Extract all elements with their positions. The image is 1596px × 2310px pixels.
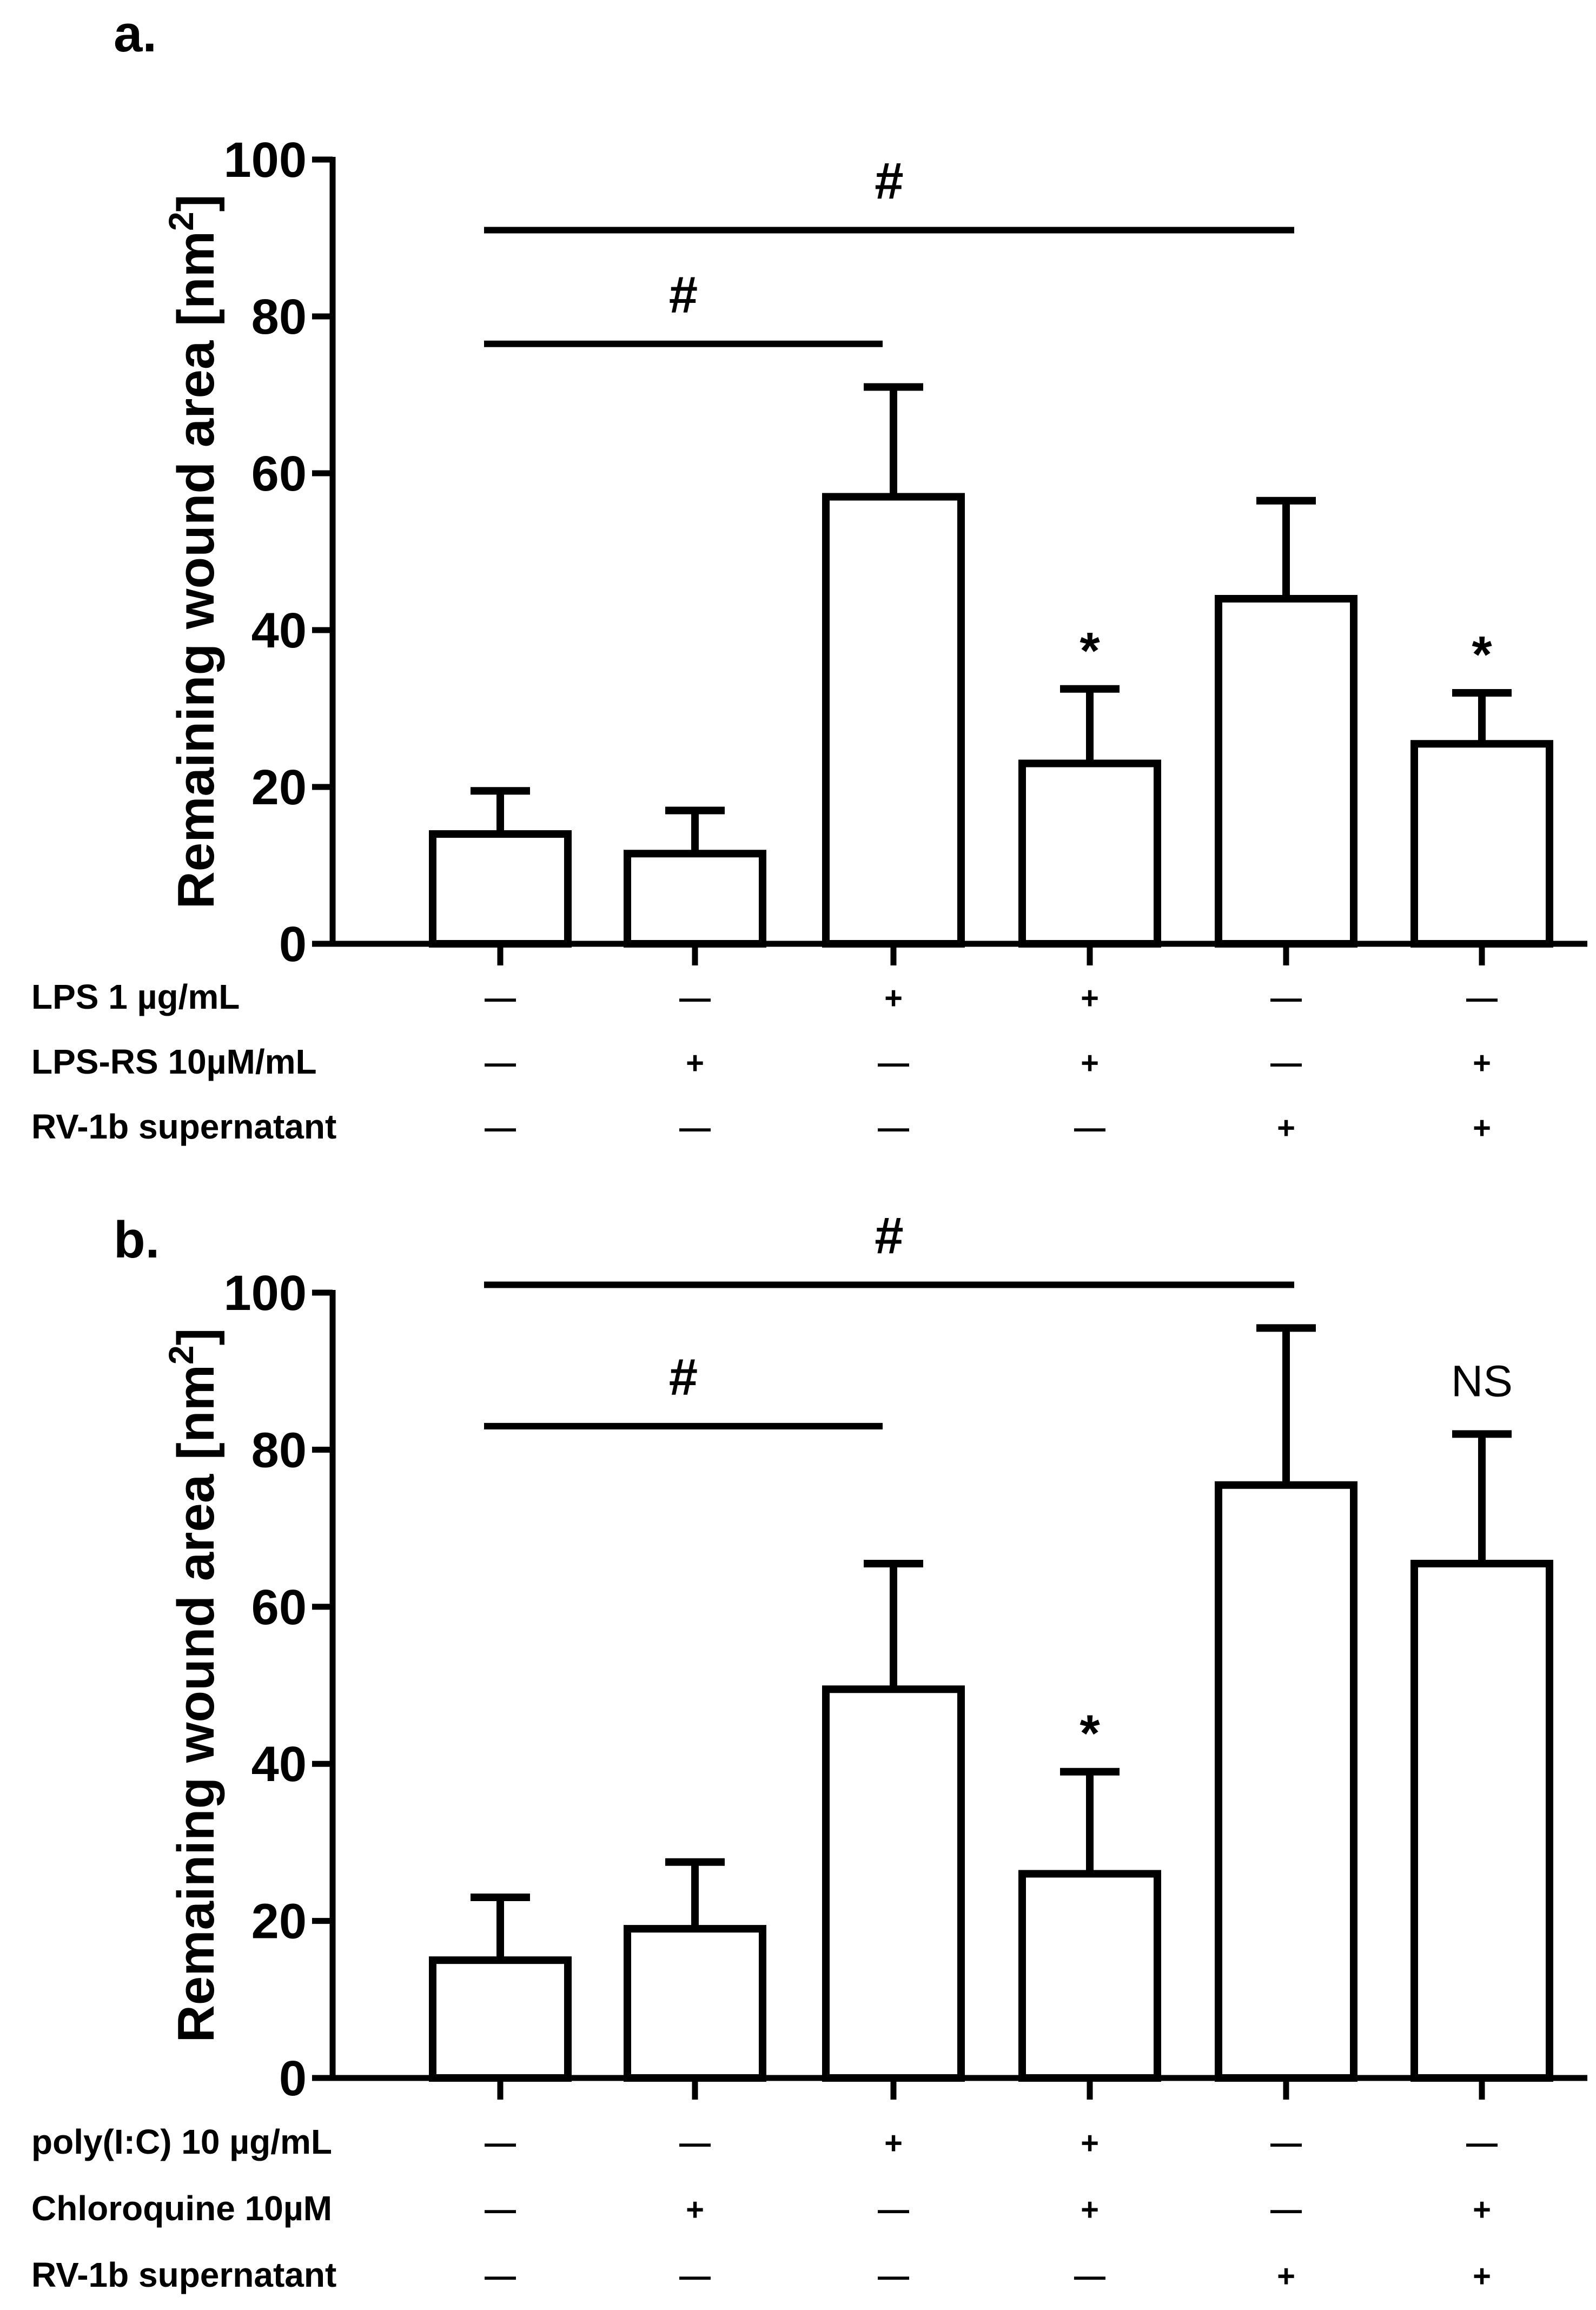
condition-2-bar-3: — <box>878 1045 909 1081</box>
condition-2-bar-4: + <box>1081 2192 1099 2227</box>
condition-2-bar-5: — <box>1270 2192 1302 2227</box>
condition-3-bar-2: — <box>679 1110 711 1146</box>
bar-4 <box>1018 759 1161 948</box>
condition-1-bar-1: — <box>485 981 516 1016</box>
bar-3 <box>822 493 965 948</box>
y-tick-label-0: 0 <box>279 2051 307 2106</box>
condition-1-bar-6: — <box>1466 2126 1498 2161</box>
condition-label-1: poly(I:C) 10 µg/mL <box>31 2122 332 2161</box>
condition-3-bar-5: + <box>1277 1110 1295 1146</box>
y-tick-label-40: 40 <box>251 1737 307 1792</box>
condition-label-1: LPS 1 µg/mL <box>31 977 240 1016</box>
significance-star-4: * <box>1080 1705 1100 1763</box>
comparison-hash-1: # <box>875 1207 903 1265</box>
y-tick-label-60: 60 <box>251 446 307 501</box>
condition-1-bar-6: — <box>1466 981 1498 1016</box>
condition-1-bar-1: — <box>485 2126 516 2161</box>
y-axis-title-close: ] <box>167 194 225 211</box>
condition-2-bar-4: + <box>1081 1045 1099 1081</box>
bar-5 <box>1215 595 1357 948</box>
condition-label-3: RV-1b supernatant <box>31 1107 336 1146</box>
comparison-hash-1: # <box>875 153 903 210</box>
condition-3-bar-1: — <box>485 1110 516 1146</box>
y-tick-label-40: 40 <box>251 603 307 658</box>
y-axis-title-close: ] <box>167 1328 225 1345</box>
condition-2-bar-3: — <box>878 2192 909 2227</box>
condition-3-bar-1: — <box>485 2259 516 2294</box>
condition-2-bar-2: + <box>686 1045 704 1081</box>
comparison-hash-2: # <box>669 1348 698 1406</box>
y-tick-label-100: 100 <box>224 1266 307 1321</box>
y-tick-label-100: 100 <box>224 133 307 188</box>
y-axis-title: Remaining wound area [nm2] <box>162 1328 225 2042</box>
y-tick-label-20: 20 <box>251 1894 307 1949</box>
panel-label: b. <box>114 1211 160 1269</box>
bar-5 <box>1215 1481 1357 2082</box>
condition-3-bar-3: — <box>878 2259 909 2294</box>
condition-2-bar-1: — <box>485 1045 516 1081</box>
condition-label-3: RV-1b supernatant <box>31 2255 336 2294</box>
y-tick-label-60: 60 <box>251 1580 307 1635</box>
condition-1-bar-3: + <box>884 2126 903 2161</box>
condition-2-bar-1: — <box>485 2192 516 2227</box>
condition-2-bar-2: + <box>686 2192 704 2227</box>
bar-3 <box>822 1685 965 2082</box>
condition-3-bar-6: + <box>1473 2259 1491 2294</box>
condition-2-bar-6: + <box>1473 2192 1491 2227</box>
condition-2-bar-6: + <box>1473 1045 1491 1081</box>
condition-3-bar-3: — <box>878 1110 909 1146</box>
panel-b: b. Remaining wound area [nm2] 0 20 40 60 80 100… <box>31 1207 1587 2294</box>
panel-label: a. <box>114 5 157 63</box>
condition-label-2: LPS-RS 10µM/mL <box>31 1042 317 1081</box>
bar-6 <box>1410 740 1553 948</box>
bar-2 <box>624 850 766 948</box>
condition-1-bar-4: + <box>1081 981 1099 1016</box>
y-axis-title-superscript: 2 <box>162 1345 201 1365</box>
condition-3-bar-4: — <box>1074 1110 1105 1146</box>
significance-star-6: * <box>1472 626 1492 684</box>
y-axis-title: Remaining wound area [nm2] <box>162 194 225 909</box>
condition-1-bar-5: — <box>1270 981 1302 1016</box>
y-tick-label-0: 0 <box>279 917 307 972</box>
condition-1-bar-2: — <box>679 2126 711 2161</box>
bar-1 <box>429 1956 572 2082</box>
comparison-hash-2: # <box>669 266 698 324</box>
condition-3-bar-5: + <box>1277 2259 1295 2294</box>
panel-a: a. Remaining wound area [nm2] 0 20 40 60 80 100… <box>31 5 1587 1146</box>
condition-1-bar-5: — <box>1270 2126 1302 2161</box>
y-axis-title-main: Remaining wound area [nm <box>167 1365 225 2042</box>
significance-star-4: * <box>1080 622 1100 680</box>
condition-label-2: Chloroquine 10µM <box>31 2189 332 2228</box>
bar-2 <box>624 1925 766 2082</box>
condition-3-bar-4: — <box>1074 2259 1105 2294</box>
bar-4 <box>1018 1870 1161 2082</box>
y-tick-label-20: 20 <box>251 760 307 815</box>
ns-label-6: NS <box>1451 1356 1513 1406</box>
y-axis-title-superscript: 2 <box>162 211 201 231</box>
condition-2-bar-5: — <box>1270 1045 1302 1081</box>
y-tick-label-80: 80 <box>251 289 307 345</box>
condition-1-bar-3: + <box>884 981 903 1016</box>
condition-3-bar-2: — <box>679 2259 711 2294</box>
condition-1-bar-2: — <box>679 981 711 1016</box>
y-tick-label-80: 80 <box>251 1422 307 1478</box>
y-axis-title-main: Remaining wound area [nm <box>167 231 225 909</box>
bar-6 <box>1410 1559 1553 2082</box>
condition-3-bar-6: + <box>1473 1110 1491 1146</box>
bar-1 <box>429 830 572 948</box>
condition-1-bar-4: + <box>1081 2126 1099 2161</box>
